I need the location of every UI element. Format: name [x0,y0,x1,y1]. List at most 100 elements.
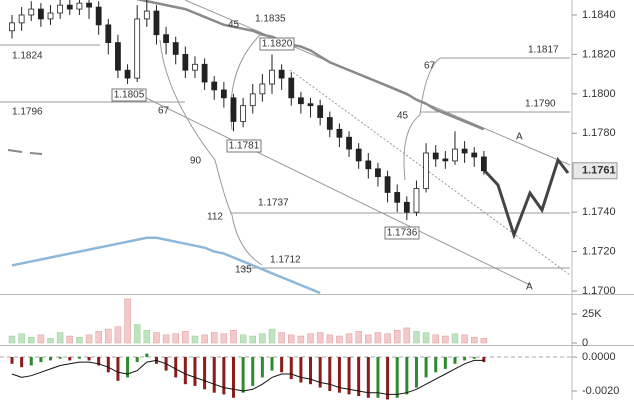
signal-line [11,359,484,395]
histogram-bar [58,357,62,359]
candle-body [115,42,121,71]
volume-bar [182,331,189,344]
histogram-bar [251,357,255,386]
volume-bar [85,334,93,344]
volume-bar [432,334,439,344]
volume-bar [365,334,372,344]
candle-body [249,93,256,107]
annotation: 45 [397,111,409,122]
candle-body [28,8,35,16]
channel-line [139,94,531,286]
annotation: 112 [207,212,223,223]
candle-body [365,160,372,170]
volume-bar [268,328,276,344]
volume-bar [451,333,459,344]
annotation: A [526,282,533,293]
candle-body [480,156,487,172]
candle-body [278,69,285,79]
histogram-bar [29,357,33,366]
candle-body [452,148,458,162]
candle-body [336,128,343,138]
histogram-bar [193,357,197,386]
histogram-bar [482,357,486,363]
volume-bar [345,333,353,344]
candle-body [201,63,208,83]
histogram-bar [395,357,399,398]
y-tick-label: 1.1780 [582,127,616,139]
volume-bar [76,336,83,344]
candle-body [105,24,112,43]
volume-bar [124,298,131,344]
volume-bar [162,334,170,344]
volume-bar [278,332,285,344]
histogram-bar [318,357,322,388]
candle-body [240,105,247,122]
volume-bar [413,331,420,344]
volume-bar [393,330,401,344]
boxed-label: 1.1820 [262,39,293,50]
histogram-bar [49,357,53,361]
candle-body [57,4,64,14]
volume-bar [47,338,54,344]
annotation: 1.1835 [255,14,286,25]
histogram-bar [183,357,187,385]
histogram-bar [299,357,303,383]
y-tick-label: 1.1700 [582,285,616,297]
histogram-bar [386,357,390,400]
candle-body [211,81,218,91]
candle-body [423,152,429,189]
candle-body [153,10,160,36]
annotation: 1.1790 [525,99,556,110]
y-tick-label: 0 [582,337,588,349]
fib-arc [159,39,263,266]
histogram-bar [20,357,24,368]
volume-bar [133,324,141,344]
annotation: 90 [190,156,202,167]
annotation: 45 [228,20,240,31]
volume-bar [18,333,25,344]
histogram-bar [280,357,284,373]
volume-bar [191,335,199,344]
histogram-bar [10,357,14,364]
volume-bar [114,326,122,344]
histogram-bar [116,357,120,381]
histogram-bar [87,357,91,361]
volume-bar [355,331,362,344]
histogram-bar [463,357,467,361]
histogram-bar [260,357,264,378]
candle-body [346,136,352,150]
y-tick-label: -0.0020 [582,385,619,397]
moving-average [136,0,485,131]
histogram-bar [241,357,245,393]
histogram-bar [309,357,313,385]
label-box [384,226,420,240]
volume-bar [480,338,488,344]
volume-bar [307,333,314,344]
candle-body [47,12,54,20]
annotation: 1.1824 [12,51,43,62]
candle-body [442,158,449,162]
volume-bar [8,335,16,344]
candle-body [163,34,169,43]
candle-body [172,42,179,55]
histogram-bar [203,357,207,390]
histogram-bar [337,357,341,393]
annotation: 67 [424,61,436,72]
volume-bar [422,332,430,344]
histogram-bar [126,357,130,378]
volume-bar [249,335,256,344]
candle-body [269,69,275,85]
volume-bar [384,333,391,344]
volume-bar [201,334,208,344]
candle-body [413,188,420,213]
volume-bar [95,331,102,344]
histogram-bar [222,357,226,395]
histogram-bar [174,357,178,378]
y-tick-label: 0.0000 [582,351,616,363]
volume-bar [403,327,411,344]
histogram-bar [434,357,438,373]
y-tick-label: 1.1740 [582,206,616,218]
candle-body [288,77,295,99]
volume-bar [230,330,237,344]
